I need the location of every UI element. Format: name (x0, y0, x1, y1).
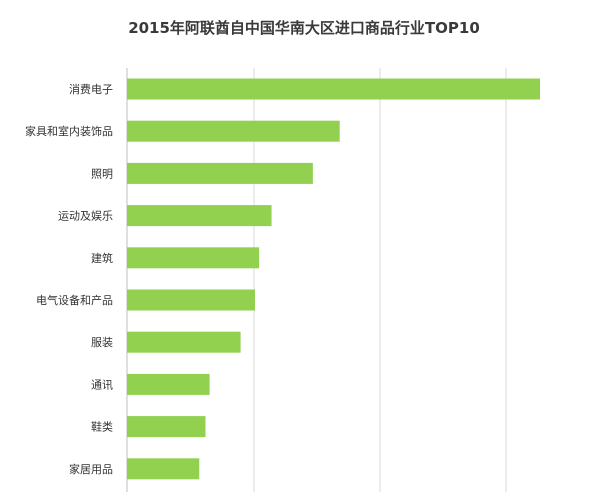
category-label-10: 家居用品 (69, 462, 113, 476)
bar-9 (127, 416, 206, 438)
category-label-3: 照明 (91, 167, 113, 180)
category-label-7: 服装 (91, 336, 113, 349)
bar-7 (127, 331, 241, 353)
bar-6 (127, 289, 256, 311)
bar-2 (127, 120, 340, 142)
bar-4 (127, 205, 272, 227)
bar-8 (127, 373, 210, 395)
bar-3 (127, 162, 313, 184)
category-label-2: 家具和室内装饰品 (25, 124, 113, 138)
bar-10 (127, 458, 200, 480)
bar-1 (127, 78, 540, 100)
bar-5 (127, 247, 260, 269)
category-label-8: 通讯 (91, 378, 113, 391)
category-label-1: 消费电子 (69, 82, 113, 96)
category-label-5: 建筑 (91, 251, 113, 265)
chart-title: 2015年阿联酋自中国华南大区进口商品行业TOP10 (128, 19, 480, 37)
category-label-6: 电气设备和产品 (36, 293, 113, 307)
category-label-9: 鞋类 (91, 420, 113, 434)
category-label-4: 运动及娱乐 (58, 209, 113, 223)
